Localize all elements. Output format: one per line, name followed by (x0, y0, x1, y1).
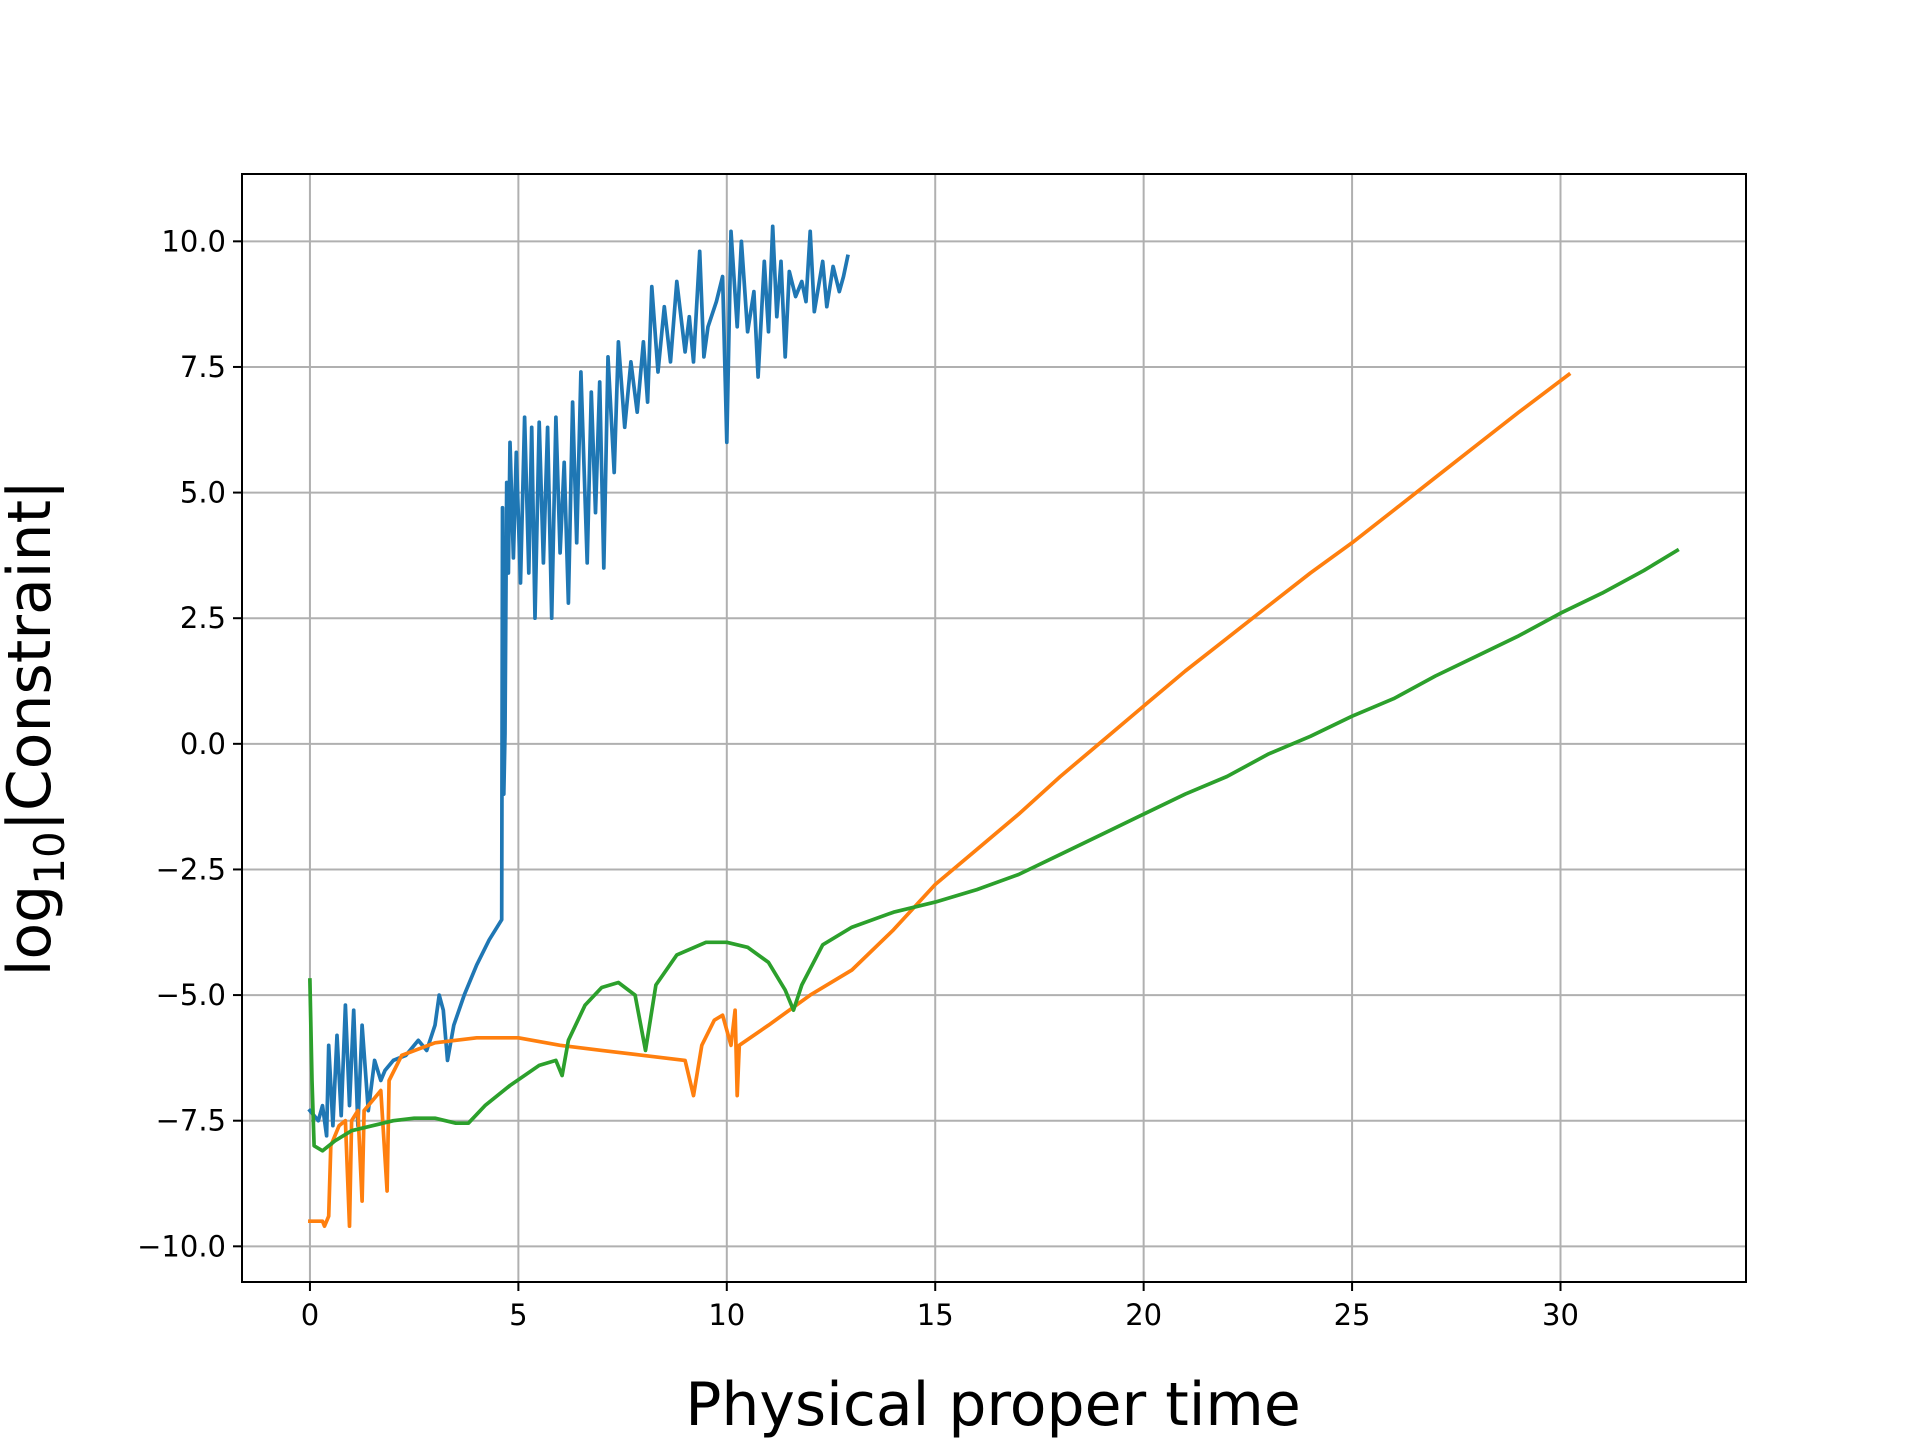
x-tick-label: 30 (1542, 1298, 1579, 1332)
axes-frame (241, 173, 1747, 1283)
y-axis-label: log10|Constraint| (0, 480, 74, 976)
y-tick-label: −10.0 (137, 1229, 226, 1263)
data-line (308, 371, 1572, 1229)
y-tick-label: 2.5 (180, 601, 226, 635)
x-tick-label: 10 (708, 1298, 745, 1332)
ticks: 0 5 10 15 20 25 30 −10.0 −7.5 −5.0 −2.5 0.0 2.5 5.0 7.… (137, 224, 1579, 1332)
y-tick-label: 7.5 (180, 350, 226, 384)
y-tick-label: 5.0 (180, 476, 226, 510)
plot-area (307, 224, 1680, 1229)
x-tick-label: 15 (917, 1298, 954, 1332)
y-label-part: |Constraint| (0, 480, 65, 832)
x-tick-label: 20 (1125, 1298, 1162, 1332)
data-line (308, 547, 1680, 1153)
data-line (307, 224, 850, 1138)
x-tick-label: 0 (301, 1298, 319, 1332)
x-axis-label: Physical proper time (685, 1370, 1301, 1440)
x-tick-label: 5 (509, 1298, 527, 1332)
y-tick-label: −7.5 (156, 1104, 226, 1138)
y-label-subscript: 10 (25, 831, 74, 884)
y-tick-label: −2.5 (156, 852, 226, 886)
x-tick-label: 25 (1334, 1298, 1371, 1332)
grid (242, 174, 1746, 1282)
y-tick-label: 0.0 (180, 727, 226, 761)
y-tick-label: 10.0 (161, 224, 226, 258)
y-label-part: log (0, 885, 65, 976)
y-tick-label: −5.0 (156, 978, 226, 1012)
